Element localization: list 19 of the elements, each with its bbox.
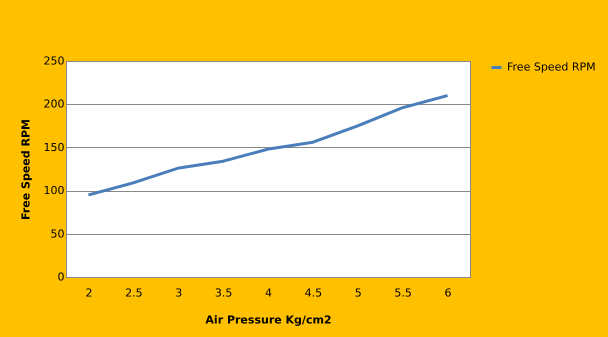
x-tick-label: 5	[354, 286, 362, 300]
x-axis-title: Air Pressure Kg/cm2	[205, 314, 332, 326]
y-tick-label: 250	[44, 54, 64, 68]
x-tick-label: 4.5	[304, 286, 322, 300]
y-tick-label: 100	[44, 184, 64, 198]
y-tick-label: 0	[58, 270, 64, 284]
y-tick-label: 50	[50, 227, 64, 240]
line-series	[86, 94, 450, 196]
x-tick-label: 2.5	[125, 286, 143, 300]
x-tick-label: 3	[175, 286, 182, 300]
x-tick-label: 3.5	[214, 286, 232, 300]
y-axis-title: Free Speed RPM	[20, 119, 33, 220]
legend-label: Free Speed RPM	[507, 60, 596, 74]
x-tick-label: 4	[265, 286, 272, 300]
x-tick-label: 5.5	[394, 286, 412, 300]
y-tick-label: 150	[44, 140, 64, 154]
x-tick-label: 2	[85, 286, 92, 300]
y-tick-label: 200	[44, 98, 64, 111]
x-tick-label: 6	[444, 286, 452, 300]
